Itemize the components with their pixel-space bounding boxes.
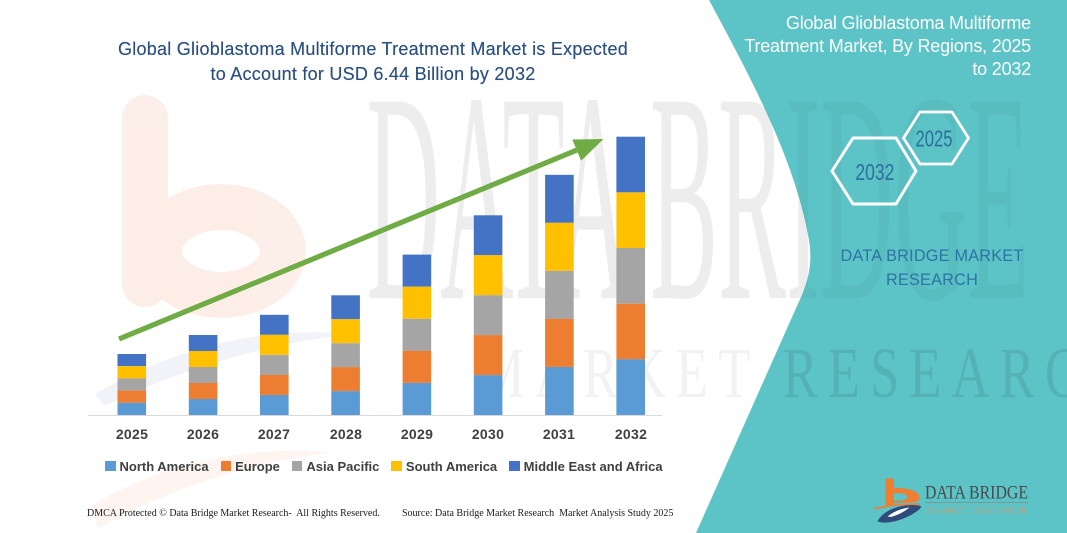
svg-text:2032: 2032 <box>855 159 894 185</box>
svg-text:DATA BRIDGE: DATA BRIDGE <box>925 484 1028 504</box>
svg-text:MARKET RESEARCH: MARKET RESEARCH <box>926 506 1026 515</box>
svg-text:2025: 2025 <box>916 126 953 152</box>
